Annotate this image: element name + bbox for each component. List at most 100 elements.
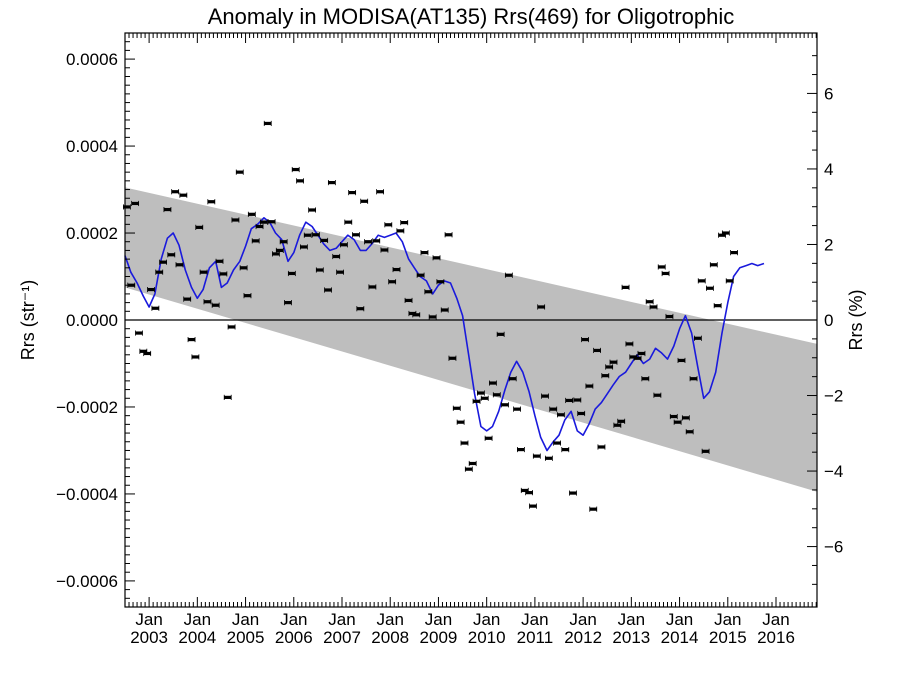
- data-point-mark: [436, 280, 444, 284]
- data-point-mark: [368, 285, 376, 289]
- data-point-mark: [288, 271, 296, 276]
- data-point: [456, 419, 465, 425]
- data-point-mark: [509, 377, 517, 381]
- data-point-mark: [529, 504, 537, 508]
- data-point: [544, 455, 553, 461]
- data-point-mark: [493, 393, 501, 397]
- data-point: [541, 393, 549, 399]
- data-point-mark: [613, 423, 621, 427]
- data-point-mark: [477, 391, 485, 395]
- data-point: [593, 347, 602, 354]
- data-point: [641, 376, 650, 382]
- data-point-mark: [256, 224, 264, 229]
- x-tick-year-label: 2008: [371, 628, 409, 647]
- data-point-mark: [533, 454, 541, 458]
- x-tick-year-label: 2014: [661, 628, 699, 647]
- x-tick-month-label: Jan: [280, 610, 307, 629]
- data-point: [284, 300, 292, 306]
- band-polygon: [125, 187, 817, 492]
- data-point-mark: [473, 399, 481, 403]
- data-point-mark: [605, 365, 613, 369]
- data-point-mark: [581, 337, 589, 342]
- data-point-mark: [348, 190, 356, 195]
- data-point-mark: [677, 358, 685, 363]
- data-point: [219, 271, 228, 277]
- data-point-mark: [625, 342, 633, 346]
- data-point-mark: [565, 398, 573, 403]
- data-point: [537, 304, 546, 310]
- data-point-mark: [609, 360, 617, 364]
- data-point: [336, 269, 344, 275]
- data-point: [661, 270, 670, 277]
- data-point: [681, 415, 690, 421]
- data-point-mark: [316, 268, 324, 272]
- data-point: [649, 304, 658, 310]
- data-point-mark: [384, 223, 392, 227]
- x-tick-year-label: 2013: [612, 628, 650, 647]
- data-point: [388, 279, 397, 285]
- y-axis-label-left: Rrs (str⁻¹): [18, 280, 38, 360]
- data-point: [267, 219, 276, 225]
- data-point: [195, 224, 204, 230]
- data-point-mark: [135, 331, 143, 335]
- data-point: [163, 206, 172, 213]
- data-point: [211, 302, 220, 308]
- data-point-mark: [589, 507, 597, 511]
- data-point: [673, 419, 682, 425]
- data-point-mark: [517, 447, 525, 452]
- right-tick-label: −2: [824, 387, 843, 406]
- data-point-mark: [175, 263, 183, 267]
- left-y-axis: 0.0006 0.0004 0.0002 0.0000 −0.0002 −0.0004 −0…: [56, 41, 135, 608]
- data-point-mark: [726, 279, 734, 283]
- x-tick-month-label: Jan: [184, 610, 211, 629]
- data-point: [215, 258, 224, 264]
- data-point: [131, 200, 140, 207]
- data-point: [665, 313, 674, 320]
- data-point: [581, 336, 589, 343]
- data-point: [332, 253, 341, 260]
- data-point: [706, 285, 714, 291]
- data-point-mark: [714, 304, 722, 308]
- data-point: [693, 335, 702, 341]
- x-tick-year-label: 2005: [227, 628, 265, 647]
- data-point-mark: [380, 248, 388, 252]
- chart-title: Anomaly in MODISA(AT135) Rrs(469) for Ol…: [208, 4, 735, 29]
- data-point: [420, 249, 429, 256]
- data-point-mark: [537, 305, 545, 309]
- data-point-mark: [706, 286, 714, 290]
- data-point: [191, 354, 200, 360]
- data-point-mark: [665, 314, 673, 319]
- data-point-mark: [308, 208, 316, 212]
- data-point: [725, 278, 734, 284]
- data-point-mark: [629, 355, 637, 359]
- data-point: [171, 189, 180, 195]
- data-point: [657, 264, 666, 270]
- data-point-mark: [505, 273, 513, 277]
- data-point-mark: [231, 218, 239, 222]
- data-point: [155, 269, 164, 275]
- data-point: [701, 448, 710, 454]
- data-point-mark: [481, 396, 489, 400]
- x-axis: Jan2003Jan2004Jan2005Jan2006Jan2007Jan20…: [124, 33, 817, 647]
- data-point-mark: [634, 356, 642, 360]
- right-tick-label: 0: [824, 311, 833, 330]
- data-point: [364, 239, 372, 245]
- right-tick-label: 4: [824, 160, 833, 179]
- x-tick-month-label: Jan: [377, 610, 404, 629]
- x-tick-month-label: Jan: [473, 610, 500, 629]
- y-axis-label-right: Rrs (%): [846, 290, 866, 351]
- data-point-mark: [585, 384, 593, 388]
- data-point-mark: [521, 488, 529, 493]
- data-point-mark: [513, 407, 521, 411]
- data-point-mark: [324, 288, 332, 292]
- x-tick-month-label: Jan: [569, 610, 596, 629]
- data-point: [348, 189, 357, 196]
- data-point: [472, 398, 481, 404]
- data-point-mark: [219, 272, 227, 276]
- data-point: [589, 506, 598, 512]
- data-point-mark: [545, 456, 553, 460]
- data-point-mark: [320, 238, 328, 243]
- left-tick-label: 0.0000: [66, 311, 118, 330]
- right-y-axis: 6 4 2 0 −2 −4 −6: [807, 55, 843, 585]
